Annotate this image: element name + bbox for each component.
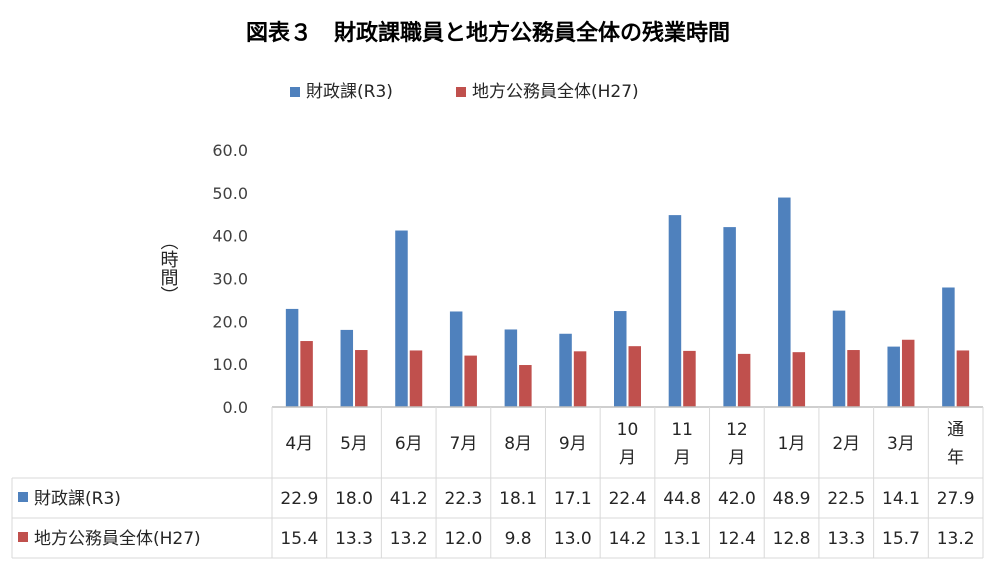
table-row-swatch-series-2 <box>18 532 28 542</box>
bar-series-2 <box>901 339 915 407</box>
data-label: 12.8 <box>773 529 811 549</box>
x-tick-label: 10 月 <box>617 420 639 468</box>
data-label: 13.2 <box>390 529 428 549</box>
y-axis-label: （時間） <box>158 232 179 304</box>
bar-series-1 <box>942 287 955 407</box>
bar-series-2 <box>628 346 641 407</box>
data-label: 13.0 <box>554 529 592 549</box>
x-tick-label: 6月 <box>395 434 423 454</box>
bars <box>285 197 970 407</box>
data-label: 22.5 <box>827 489 865 509</box>
legend-label-series-1: 財政課(R3) <box>306 82 393 102</box>
bar-series-1 <box>614 311 627 407</box>
x-tick-label: 4月 <box>285 434 313 454</box>
legend-swatch-series-1 <box>290 87 300 97</box>
x-tick-label: 12 月 <box>726 420 748 468</box>
data-label: 13.3 <box>827 529 865 549</box>
data-label: 14.1 <box>882 489 920 509</box>
bar-series-1 <box>449 311 463 407</box>
bar-series-2 <box>519 365 532 407</box>
x-tick-label: 11 月 <box>671 420 693 468</box>
data-label: 18.0 <box>335 489 373 509</box>
x-tick-label: 1月 <box>778 434 806 454</box>
table-row-header: 財政課(R3) <box>34 489 121 509</box>
data-label: 13.1 <box>663 529 701 549</box>
table-row-swatch-series-1 <box>18 492 28 502</box>
table-row-header: 地方公務員全体(H27) <box>34 529 201 549</box>
data-label: 13.2 <box>937 529 975 549</box>
bar-series-1 <box>887 346 900 407</box>
data-label: 44.8 <box>663 489 701 509</box>
y-tick-label: 0.0 <box>223 398 248 417</box>
data-label: 41.2 <box>390 489 428 509</box>
bar-series-2 <box>409 350 423 407</box>
data-label: 27.9 <box>937 489 975 509</box>
bar-series-2 <box>573 351 587 407</box>
x-tick-label: 3月 <box>887 434 915 454</box>
bar-series-2 <box>956 350 970 407</box>
legend: 財政課(R3) 地方公務員全体(H27) <box>290 82 639 102</box>
bar-series-2 <box>792 352 806 407</box>
data-label: 22.3 <box>444 489 482 509</box>
chart-title: 図表３ 財政課職員と地方公務員全体の残業時間 <box>246 20 730 46</box>
data-label: 17.1 <box>554 489 592 509</box>
data-label: 13.3 <box>335 529 373 549</box>
y-tick-label: 40.0 <box>212 227 248 246</box>
bar-series-2 <box>300 341 313 407</box>
y-tick-label: 60.0 <box>212 141 248 160</box>
x-tick-label: 7月 <box>450 434 478 454</box>
data-label: 15.4 <box>280 529 318 549</box>
bar-series-1 <box>723 227 736 407</box>
bar-series-2 <box>464 355 477 407</box>
data-label: 18.1 <box>499 489 537 509</box>
x-tick-label: 5月 <box>340 434 368 454</box>
legend-swatch-series-2 <box>456 87 466 97</box>
data-label: 12.4 <box>718 529 756 549</box>
x-tick-label: 9月 <box>559 434 587 454</box>
x-tick-label: 8月 <box>504 434 532 454</box>
data-label: 12.0 <box>444 529 482 549</box>
bar-series-1 <box>559 333 572 407</box>
data-label: 22.9 <box>280 489 318 509</box>
bar-series-2 <box>355 350 368 407</box>
data-label: 9.8 <box>505 529 532 549</box>
data-label: 42.0 <box>718 489 756 509</box>
x-tick-label: 2月 <box>832 434 860 454</box>
bar-series-1 <box>340 329 354 407</box>
bar-series-1 <box>395 230 408 407</box>
bar-series-2 <box>847 350 860 407</box>
data-label: 14.2 <box>609 529 647 549</box>
bar-series-2 <box>737 353 751 407</box>
bar-series-1 <box>668 215 682 407</box>
x-tick-label: 通年 <box>947 420 964 468</box>
data-label: 15.7 <box>882 529 920 549</box>
y-tick-label: 30.0 <box>212 270 248 289</box>
bar-series-1 <box>778 197 791 407</box>
bar-series-2 <box>683 350 696 407</box>
y-tick-label: 50.0 <box>212 184 248 203</box>
y-tick-label: 10.0 <box>212 355 248 374</box>
bar-series-1 <box>832 310 846 407</box>
bar-series-1 <box>285 308 299 407</box>
data-label: 48.9 <box>773 489 811 509</box>
bar-series-1 <box>504 329 518 407</box>
y-axis-ticks: 0.0 10.0 20.0 30.0 40.0 50.0 60.0 <box>212 141 248 417</box>
legend-label-series-2: 地方公務員全体(H27) <box>472 82 639 102</box>
y-tick-label: 20.0 <box>212 312 248 331</box>
data-label: 22.4 <box>609 489 647 509</box>
